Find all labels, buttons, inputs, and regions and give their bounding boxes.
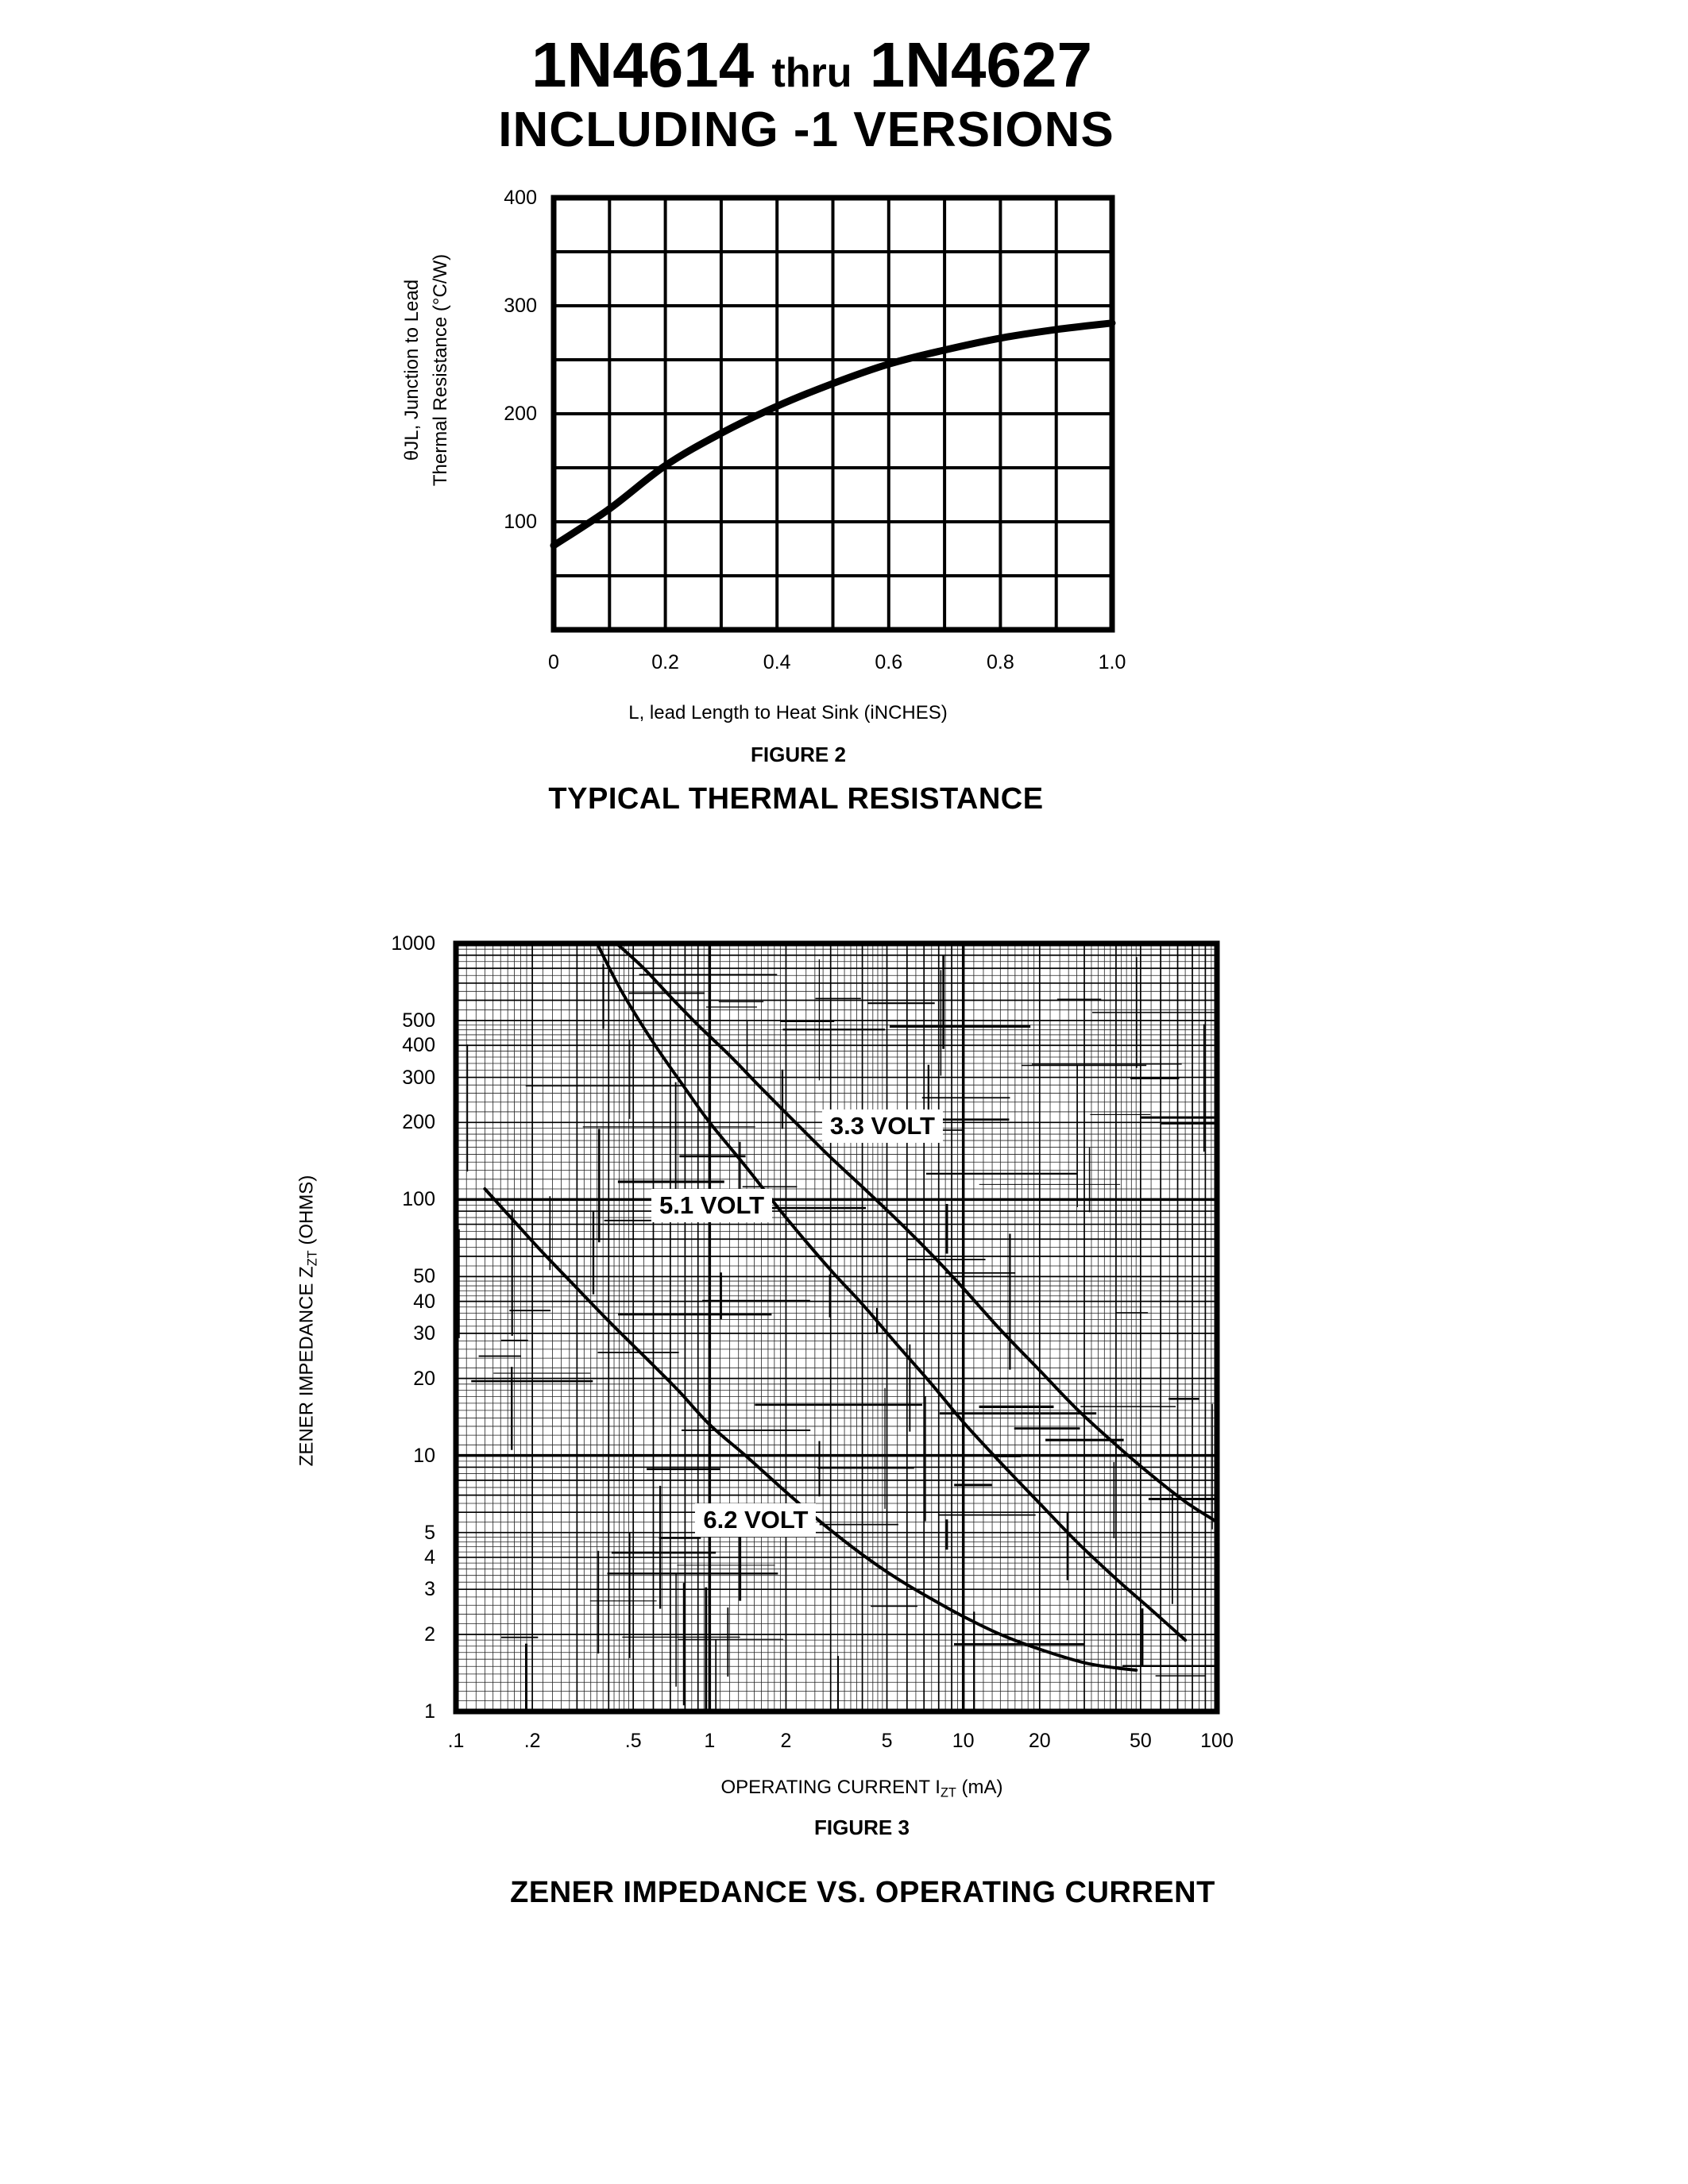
page-subtitle: INCLUDING -1 VERSIONS bbox=[498, 102, 1114, 157]
fig3-y-tick-label: 50 bbox=[413, 1265, 435, 1288]
fig3-y-tick-label: 30 bbox=[413, 1322, 435, 1345]
fig3-y-tick-label: 4 bbox=[424, 1545, 435, 1569]
fig3-y-tick-label: 1 bbox=[424, 1700, 435, 1723]
fig2-y-tick-label: 100 bbox=[504, 511, 537, 533]
fig2-x-tick-label: 0.8 bbox=[987, 651, 1014, 673]
fig3-y-tick-label: 20 bbox=[413, 1367, 435, 1390]
fig2-x-tick-label: 0.4 bbox=[763, 651, 791, 673]
fig3-curve-6.2-volt bbox=[483, 1187, 1138, 1672]
title-part-number-end: 1N4627 bbox=[869, 29, 1093, 100]
fig3-curve-label-5.1-volt: 5.1 VOLT bbox=[651, 1188, 773, 1222]
fig3-x-tick-label: .2 bbox=[523, 1730, 541, 1752]
fig3-y-tick-label: 1000 bbox=[391, 932, 435, 955]
fig3-x-tick-label: 2 bbox=[780, 1730, 792, 1752]
fig2-x-axis-title: L, lead Length to Heat Sink (iNCHES) bbox=[628, 702, 948, 723]
fig2-plot bbox=[550, 195, 1116, 633]
fig3-x-tick-label: 100 bbox=[1200, 1730, 1234, 1752]
fig3-y-tick-label: 3 bbox=[424, 1578, 435, 1601]
fig2-y-axis-title-line1: θJL, Junction to Lead bbox=[401, 279, 423, 461]
fig3-y-tick-label: 40 bbox=[413, 1290, 435, 1313]
fig3-x-tick-label: .5 bbox=[624, 1730, 642, 1752]
title-thru: thru bbox=[771, 50, 852, 96]
fig2-x-tick-label: 0.6 bbox=[875, 651, 903, 673]
fig2-y-axis-title-line2: Thermal Resistance (°C/W) bbox=[430, 253, 451, 487]
fig3-x-axis-title-subscript: ZT bbox=[940, 1785, 956, 1800]
fig2-y-tick-label: 200 bbox=[504, 403, 537, 425]
fig3-x-axis-title-units: (mA) bbox=[956, 1777, 1003, 1798]
fig3-y-tick-label: 300 bbox=[402, 1066, 435, 1089]
fig3-y-tick-label: 200 bbox=[402, 1111, 435, 1134]
fig3-y-tick-label: 500 bbox=[402, 1009, 435, 1032]
fig2-x-tick-label: 1.0 bbox=[1098, 651, 1126, 673]
fig3-y-axis-title-text: ZENER IMPEDANCE Z bbox=[295, 1266, 318, 1467]
fig3-x-tick-label: 1 bbox=[704, 1730, 716, 1752]
fig3-y-axis-title-subscript: ZT bbox=[305, 1250, 320, 1267]
title-part-number-start: 1N4614 bbox=[531, 29, 755, 100]
page-title: 1N4614 thru 1N4627 bbox=[531, 32, 1092, 98]
fig3-x-tick-label: 50 bbox=[1129, 1730, 1152, 1752]
fig3-plot bbox=[453, 940, 1220, 1715]
fig3-curve-label-6.2-volt: 6.2 VOLT bbox=[695, 1503, 817, 1537]
fig3-y-tick-label: 100 bbox=[402, 1188, 435, 1211]
fig3-caption: FIGURE 3 bbox=[814, 1815, 910, 1839]
fig3-y-axis-title-units: (OHMS) bbox=[295, 1175, 318, 1251]
fig2-x-tick-label: 0.2 bbox=[651, 651, 679, 673]
fig3-x-axis-title: OPERATING CURRENT IZT (mA) bbox=[720, 1777, 1002, 1801]
fig2-subcaption: TYPICAL THERMAL RESISTANCE bbox=[548, 782, 1044, 816]
fig3-y-tick-label: 10 bbox=[413, 1444, 435, 1467]
fig2-curve-junction-to-lead-thermal-resistance bbox=[550, 319, 1116, 550]
fig3-subcaption: ZENER IMPEDANCE VS. OPERATING CURRENT bbox=[510, 1876, 1215, 1909]
fig3-curve-label-3.3-volt: 3.3 VOLT bbox=[821, 1109, 943, 1144]
fig2-y-tick-label: 300 bbox=[504, 295, 537, 317]
fig3-x-axis-title-text: OPERATING CURRENT I bbox=[720, 1777, 941, 1798]
fig2-y-axis-title: θJL, Junction to Lead Thermal Resistance… bbox=[398, 254, 455, 486]
fig2-x-tick-label: 0 bbox=[548, 651, 559, 673]
fig3-curve-5.1-volt bbox=[595, 942, 1188, 1642]
fig3-y-tick-label: 5 bbox=[424, 1521, 435, 1544]
fig3-x-tick-label: .1 bbox=[447, 1730, 465, 1752]
fig2-y-tick-label: 400 bbox=[504, 187, 537, 209]
fig3-y-tick-label: 2 bbox=[424, 1623, 435, 1646]
fig3-x-tick-label: 10 bbox=[952, 1730, 975, 1752]
fig3-y-tick-label: 400 bbox=[402, 1034, 435, 1057]
fig2-plot-border bbox=[550, 195, 1115, 633]
fig3-y-axis-title: ZENER IMPEDANCE ZZT (OHMS) bbox=[293, 1175, 327, 1467]
fig3-x-tick-label: 5 bbox=[881, 1730, 893, 1752]
fig3-plot-border bbox=[453, 940, 1220, 1715]
fig3-x-tick-label: 20 bbox=[1028, 1730, 1051, 1752]
fig2-caption: FIGURE 2 bbox=[751, 743, 846, 766]
fig3-curve-3.3-volt bbox=[615, 942, 1219, 1524]
